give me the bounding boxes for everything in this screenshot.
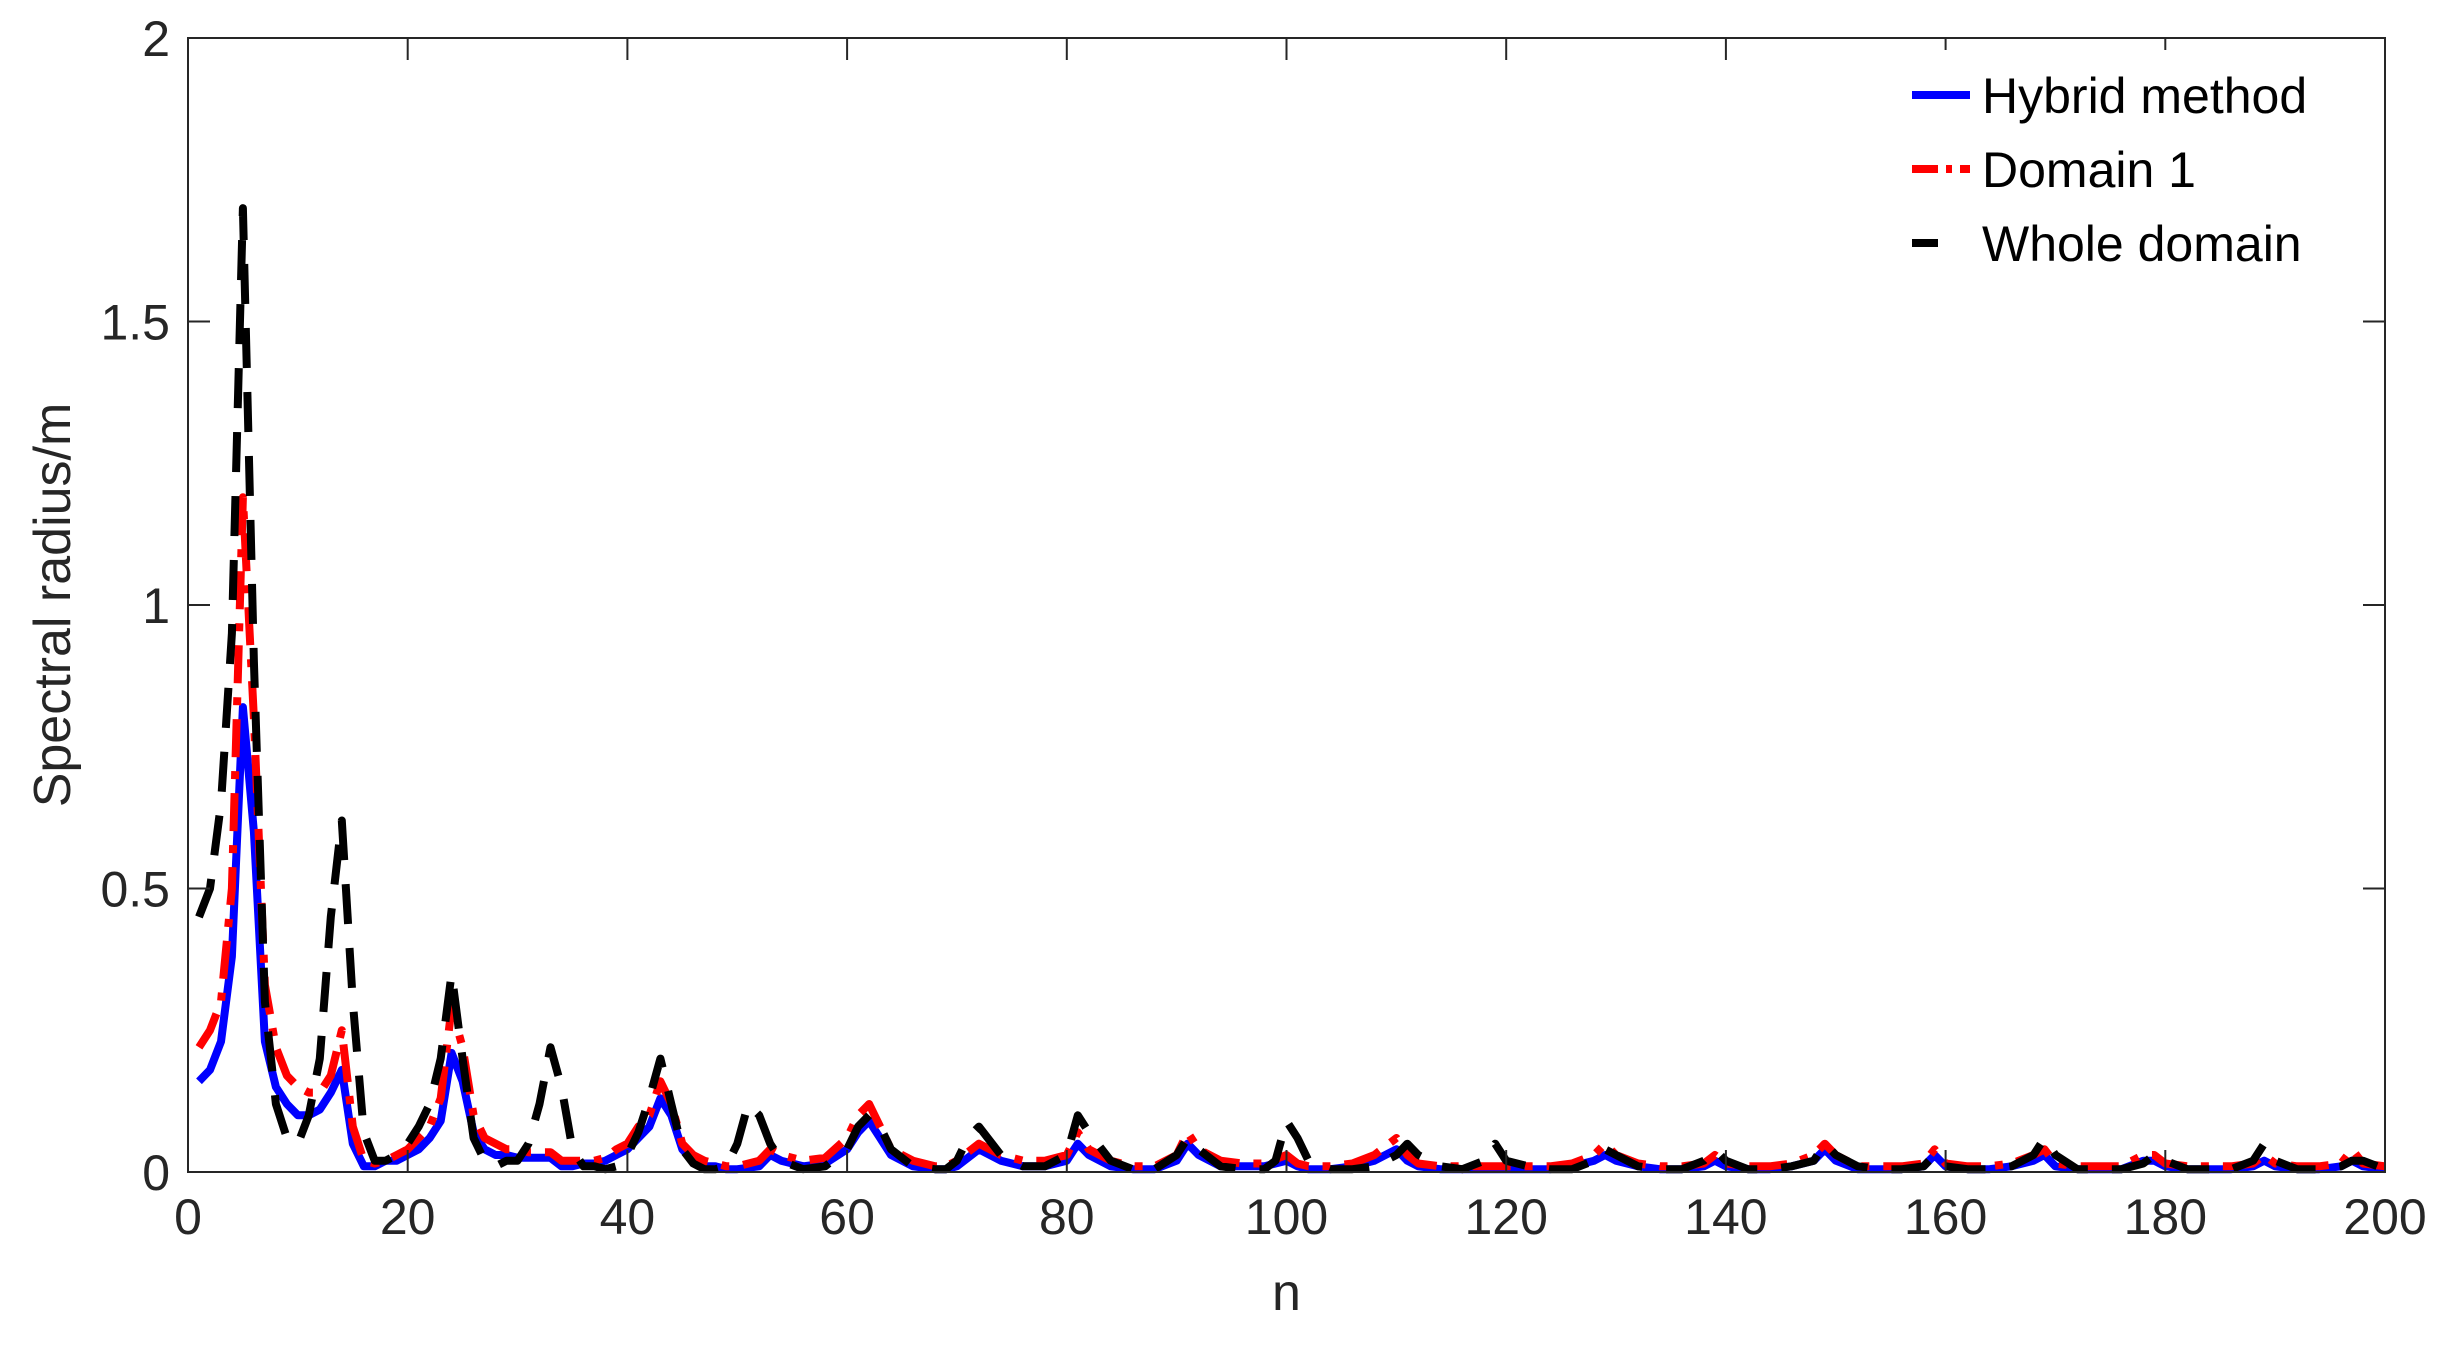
- legend-label-2: Domain 1: [1982, 142, 2196, 198]
- x-tick-label: 0: [174, 1189, 202, 1245]
- y-tick-label: 0.5: [100, 862, 170, 918]
- x-tick-label: 80: [1039, 1189, 1095, 1245]
- x-tick-label: 140: [1684, 1189, 1767, 1245]
- y-axis-label: Spectral radius/m: [24, 403, 82, 808]
- x-axis-label: n: [1272, 1264, 1301, 1322]
- x-tick-label: 100: [1245, 1189, 1328, 1245]
- x-tick-label: 40: [600, 1189, 656, 1245]
- x-tick-label: 20: [380, 1189, 436, 1245]
- x-tick-label: 200: [2343, 1189, 2426, 1245]
- y-tick-label: 2: [142, 11, 170, 67]
- legend-entries: Hybrid method Domain 1 Whole domain: [1912, 68, 2307, 272]
- series-line-3: [195, 204, 2387, 1174]
- legend: Hybrid method Domain 1 Whole domain: [1900, 50, 2370, 280]
- series-layer: [195, 204, 2387, 1174]
- x-tick-label: 160: [1904, 1189, 1987, 1245]
- legend-label-1: Hybrid method: [1982, 68, 2307, 124]
- tick-layer: 0 20 40 60 80 100 120 140 160 180 200 0 0.5 1 1.5 2: [100, 11, 2426, 1245]
- x-tick-label: 120: [1464, 1189, 1547, 1245]
- x-tick-label: 180: [2124, 1189, 2207, 1245]
- legend-box: [1900, 50, 2370, 280]
- x-tick-label: 60: [819, 1189, 875, 1245]
- y-tick-label: 0: [142, 1145, 170, 1201]
- y-tick-label: 1: [142, 578, 170, 634]
- y-tick-label: 1.5: [100, 295, 170, 351]
- legend-label-3: Whole domain: [1982, 216, 2302, 272]
